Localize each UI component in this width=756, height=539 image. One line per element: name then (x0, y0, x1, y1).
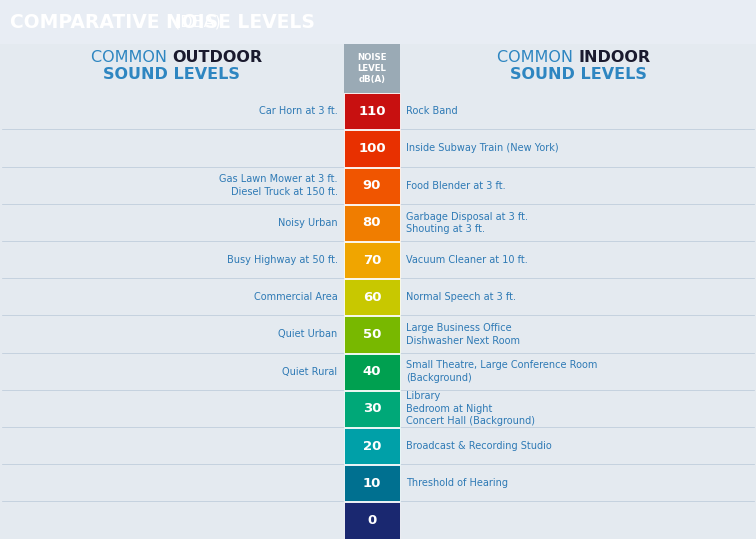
Bar (343, 130, 401, 167)
Text: 70: 70 (363, 253, 381, 267)
Text: Busy Highway at 50 ft.: Busy Highway at 50 ft. (227, 255, 338, 265)
Text: Noisy Urban: Noisy Urban (278, 218, 338, 228)
Text: Large Business Office
Dishwasher Next Room: Large Business Office Dishwasher Next Ro… (406, 323, 520, 345)
Bar (343, 465, 401, 501)
Text: Gas Lawn Mower at 3 ft.
Diesel Truck at 150 ft.: Gas Lawn Mower at 3 ft. Diesel Truck at … (219, 175, 338, 197)
Bar (343, 354, 401, 390)
Text: OUTDOOR: OUTDOOR (172, 50, 262, 65)
Text: 100: 100 (358, 142, 386, 155)
Bar (343, 502, 401, 538)
Text: 50: 50 (363, 328, 381, 341)
Text: SOUND LEVELS: SOUND LEVELS (510, 67, 646, 82)
Text: Garbage Disposal at 3 ft.
Shouting at 3 ft.: Garbage Disposal at 3 ft. Shouting at 3 … (406, 212, 528, 234)
Text: COMMON: COMMON (497, 50, 578, 65)
Bar (343, 93, 401, 129)
Text: Commercial Area: Commercial Area (254, 292, 338, 302)
Text: Normal Speech at 3 ft.: Normal Speech at 3 ft. (406, 292, 516, 302)
Text: Quiet Urban: Quiet Urban (278, 329, 338, 340)
Text: 110: 110 (358, 105, 386, 118)
Text: (DBA): (DBA) (10, 15, 221, 30)
Text: 10: 10 (363, 476, 381, 490)
Text: NOISE
LEVEL
dB(A): NOISE LEVEL dB(A) (357, 53, 387, 84)
Bar (343, 428, 401, 464)
Text: Broadcast & Recording Studio: Broadcast & Recording Studio (406, 441, 552, 451)
Text: Food Blender at 3 ft.: Food Blender at 3 ft. (406, 181, 506, 191)
Text: COMMON: COMMON (91, 50, 172, 65)
Bar (343, 279, 401, 315)
Text: Car Horn at 3 ft.: Car Horn at 3 ft. (259, 106, 338, 116)
Text: 80: 80 (363, 216, 381, 230)
Bar (343, 205, 401, 241)
Text: 0: 0 (367, 514, 376, 527)
Text: Inside Subway Train (New York): Inside Subway Train (New York) (406, 143, 559, 154)
Bar (343, 316, 401, 353)
Text: Vacuum Cleaner at 10 ft.: Vacuum Cleaner at 10 ft. (406, 255, 528, 265)
Text: Quiet Rural: Quiet Rural (283, 367, 338, 377)
Text: INDOOR: INDOOR (578, 50, 650, 65)
Text: 60: 60 (363, 291, 381, 304)
Text: Threshold of Hearing: Threshold of Hearing (406, 478, 508, 488)
Bar (343, 391, 401, 427)
Text: Library
Bedroom at Night
Concert Hall (Background): Library Bedroom at Night Concert Hall (B… (406, 391, 535, 426)
Text: 30: 30 (363, 402, 381, 416)
Text: 40: 40 (363, 365, 381, 378)
Bar (0, 44, 343, 539)
Text: 90: 90 (363, 179, 381, 192)
Bar (343, 242, 401, 278)
Text: COMPARATIVE NOISE LEVELS: COMPARATIVE NOISE LEVELS (10, 12, 321, 32)
Bar (401, 44, 756, 539)
Text: SOUND LEVELS: SOUND LEVELS (104, 67, 240, 82)
Text: 20: 20 (363, 439, 381, 453)
Text: Rock Band: Rock Band (406, 106, 458, 116)
Bar (343, 44, 401, 93)
Text: Small Theatre, Large Conference Room
(Background): Small Theatre, Large Conference Room (Ba… (406, 361, 598, 383)
Bar (343, 168, 401, 204)
